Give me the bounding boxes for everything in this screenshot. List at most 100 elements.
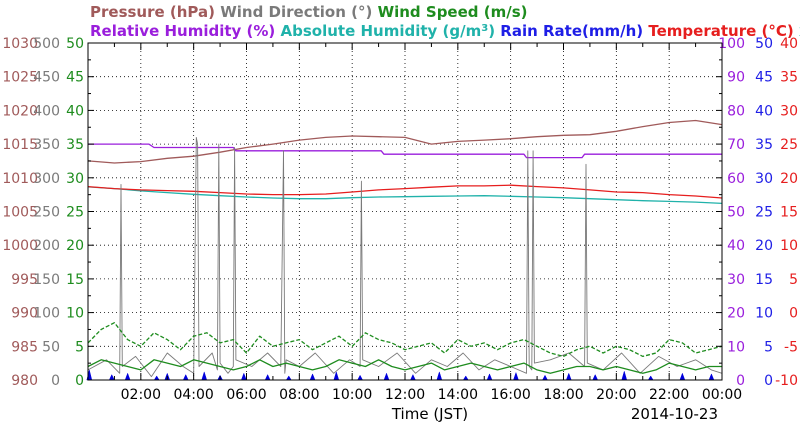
- y-tick-label-rain-rate: 30: [755, 171, 773, 187]
- legend-entry: Temperature (°C): [643, 22, 794, 40]
- y-tick-label-wind-speed: 10: [66, 306, 84, 322]
- y-tick-label-rain-rate: 40: [755, 103, 773, 119]
- y-tick-label-temperature: 40: [780, 36, 798, 52]
- x-tick-label: 12:00: [385, 387, 425, 403]
- y-tick-label-temperature: -5: [784, 339, 798, 355]
- y-tick-label-rain-rate: 20: [755, 238, 773, 254]
- y-tick-label-pressure: 1030: [2, 36, 38, 52]
- x-tick-label: 10:00: [332, 387, 372, 403]
- y-tick-label-wind-direction: 500: [33, 36, 60, 52]
- y-tick-label-pressure: 995: [11, 272, 38, 288]
- y-tick-label-temperature: 30: [780, 103, 798, 119]
- y-tick-label-pressure: 1010: [2, 171, 38, 187]
- y-tick-label-relative-humidity: 40: [727, 238, 745, 254]
- legend-entry: Relative Humidity (%): [90, 22, 275, 40]
- y-tick-label-wind-speed: 15: [66, 272, 84, 288]
- y-tick-label-pressure: 1025: [2, 70, 38, 86]
- y-tick-label-relative-humidity: 30: [727, 272, 745, 288]
- series-wind-speed-m-s: [87, 359, 722, 374]
- y-tick-label-wind-direction: 100: [33, 306, 60, 322]
- x-tick-label: 02:00: [121, 387, 161, 403]
- y-tick-label-wind-speed: 40: [66, 103, 84, 119]
- y-tick-label-wind-direction: 200: [33, 238, 60, 254]
- x-tick-label: 20:00: [596, 387, 636, 403]
- y-tick-label-pressure: 980: [11, 373, 38, 389]
- series-relative-humidity: [88, 143, 722, 159]
- series-absolute-humidity-g-m-x0-2: [87, 186, 723, 205]
- y-tick-label-wind-direction: 50: [42, 339, 60, 355]
- legend-entry: Wind Speed (m/s): [372, 3, 527, 21]
- y-tick-label-temperature: 25: [780, 137, 798, 153]
- x-tick-label: 06:00: [226, 387, 266, 403]
- y-tick-label-wind-speed: 5: [75, 339, 84, 355]
- y-tick-label-relative-humidity: 20: [727, 306, 745, 322]
- x-axis-label: Time (JST): [391, 405, 468, 423]
- y-tick-label-wind-speed: 25: [66, 205, 84, 221]
- x-tick-label: 04:00: [173, 387, 213, 403]
- series-wind-speed-m-s-max: [87, 322, 723, 358]
- x-tick-label: 16:00: [490, 387, 530, 403]
- grid: [88, 43, 722, 380]
- y-tick-label-temperature: 0: [789, 306, 798, 322]
- y-tick-label-wind-direction: 300: [33, 171, 60, 187]
- title-layer: Pressure (hPa) Wind Direction (°) Wind S…: [90, 3, 800, 40]
- y-tick-label-relative-humidity: 80: [727, 103, 745, 119]
- y-tick-label-relative-humidity: 60: [727, 171, 745, 187]
- y-tick-label-pressure: 1020: [2, 103, 38, 119]
- y-tick-label-pressure: 990: [11, 306, 38, 322]
- y-tick-label-wind-speed: 30: [66, 171, 84, 187]
- series-layer: [86, 119, 723, 381]
- y-tick-label-wind-direction: 0: [51, 373, 60, 389]
- y-tick-label-wind-direction: 400: [33, 103, 60, 119]
- y-tick-label-temperature: 10: [780, 238, 798, 254]
- y-tick-label-relative-humidity: 0: [736, 373, 745, 389]
- x-tick-label: 18:00: [543, 387, 583, 403]
- y-tick-label-temperature: -10: [775, 373, 798, 389]
- series-temperature-c: [87, 184, 723, 199]
- y-tick-label-rain-rate: 15: [755, 272, 773, 288]
- y-tick-label-pressure: 1005: [2, 205, 38, 221]
- legend-superscript: 3: [481, 23, 488, 34]
- x-tick-label: 00:00: [702, 387, 742, 403]
- y-tick-label-rain-rate: 5: [764, 339, 773, 355]
- y-tick-label-relative-humidity: 90: [727, 70, 745, 86]
- y-tick-label-temperature: 20: [780, 171, 798, 187]
- y-tick-label-rain-rate: 35: [755, 137, 773, 153]
- y-tick-label-rain-rate: 0: [764, 373, 773, 389]
- y-tick-label-relative-humidity: 50: [727, 205, 745, 221]
- y-tick-label-temperature: 35: [780, 70, 798, 86]
- y-tick-label-temperature: 5: [789, 272, 798, 288]
- y-tick-label-wind-speed: 35: [66, 137, 84, 153]
- y-tick-label-rain-rate: 45: [755, 70, 773, 86]
- y-tick-label-pressure: 985: [11, 339, 38, 355]
- y-tick-label-rain-rate: 25: [755, 205, 773, 221]
- y-tick-label-wind-speed: 20: [66, 238, 84, 254]
- y-tick-label-wind-direction: 450: [33, 70, 60, 86]
- x-tick-label: 08:00: [279, 387, 319, 403]
- title-row-1: Pressure (hPa) Wind Direction (°) Wind S…: [90, 3, 528, 21]
- y-tick-label-relative-humidity: 70: [727, 137, 745, 153]
- y-tick-label-relative-humidity: 10: [727, 339, 745, 355]
- y-tick-label-pressure: 1000: [2, 238, 38, 254]
- x-tick-label: 22:00: [649, 387, 689, 403]
- y-tick-label-wind-direction: 250: [33, 205, 60, 221]
- legend-entry: Rain Rate(mm/h): [495, 22, 643, 40]
- series-pressure-hpa: [87, 119, 723, 164]
- axes-layer: 9809859909951000100510101015102010251030…: [2, 36, 798, 403]
- y-tick-label-wind-speed: 0: [75, 373, 84, 389]
- y-tick-label-rain-rate: 50: [755, 36, 773, 52]
- y-tick-label-wind-speed: 50: [66, 36, 84, 52]
- legend-entry: Wind Direction (°): [215, 3, 372, 21]
- y-tick-label-wind-direction: 150: [33, 272, 60, 288]
- legend-entry: Absolute Humidity (g/m: [275, 22, 481, 40]
- legend-entry-suffix: ): [488, 22, 495, 40]
- title-row-2: Relative Humidity (%) Absolute Humidity …: [90, 22, 800, 40]
- y-tick-label-temperature: 15: [780, 205, 798, 221]
- y-tick-label-relative-humidity: 100: [718, 36, 745, 52]
- legend-entry: Pressure (hPa): [90, 3, 215, 21]
- y-tick-label-wind-speed: 45: [66, 70, 84, 86]
- legend-entry: x0.2: [794, 22, 800, 40]
